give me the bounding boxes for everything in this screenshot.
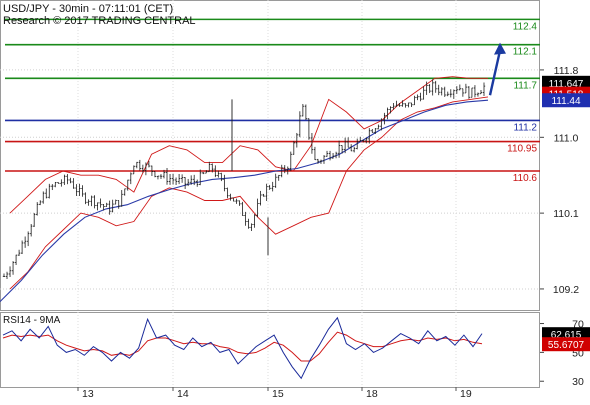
chart-subtitle: Research © 2017 TRADING CENTRAL: [3, 15, 196, 27]
level-label-112.4: 112.4: [513, 21, 538, 32]
x-tick-label: 19: [460, 388, 472, 400]
rsi-box-label: 62.615: [551, 330, 582, 341]
x-tick-label: 13: [82, 388, 94, 400]
x-tick-label: 14: [177, 388, 189, 400]
price-gridlines: [0, 69, 540, 290]
rsi-line: [2, 316, 483, 380]
price-candles: [2, 79, 486, 279]
level-label-110.6: 110.6: [513, 173, 538, 184]
price-box-last: [542, 75, 590, 90]
level-label-111.2: 111.2: [513, 122, 537, 133]
chart-title: USD/JPY - 30min - 07:11:01 (CET): [3, 3, 173, 15]
level-label-112.1: 112.1: [513, 47, 538, 58]
rsi-axis-label: 30: [572, 376, 584, 388]
x-tick-label: 18: [366, 388, 378, 400]
rsi-ma-line: [2, 331, 483, 362]
price-box-blue: [542, 93, 590, 108]
rsi-series: [2, 316, 483, 380]
projection-arrow-shaft: [488, 50, 502, 96]
price-axis-label: 109.2: [553, 284, 579, 296]
level-label-111.7: 111.7: [513, 80, 537, 91]
key-levels: 112.4 112.1 111.7 111.2 110.95 110.6: [5, 18, 540, 184]
level-label-110.95: 110.95: [507, 144, 537, 155]
x-axis-ticks: 13 14 15 18 19: [77, 0, 472, 400]
price-axis-label: 110.1: [553, 208, 579, 220]
price-axis-label: 111.0: [554, 132, 579, 144]
projection-arrow-head: [494, 42, 506, 55]
rsi-axis: 70 50 30: [540, 319, 584, 388]
rsi-axis-label: 70: [572, 319, 584, 331]
x-tick-label: 15: [272, 388, 284, 400]
rsi-box-label: 55.6707: [548, 340, 585, 351]
price-panel-frame: [0, 0, 540, 311]
bollinger-upper-band: [9, 76, 488, 214]
rsi-axis-label: 50: [572, 347, 584, 359]
price-box-label: 111.44: [551, 96, 581, 107]
price-axis: 111.8 111.0 110.1 109.2: [540, 65, 579, 296]
rsi-title: RSI14 - 9MA: [3, 315, 61, 326]
price-axis-label: 111.8: [554, 65, 579, 77]
price-box-label: 111.647: [549, 79, 584, 90]
moving-average-line: [0, 99, 489, 302]
rsi-box-red: [542, 337, 590, 352]
